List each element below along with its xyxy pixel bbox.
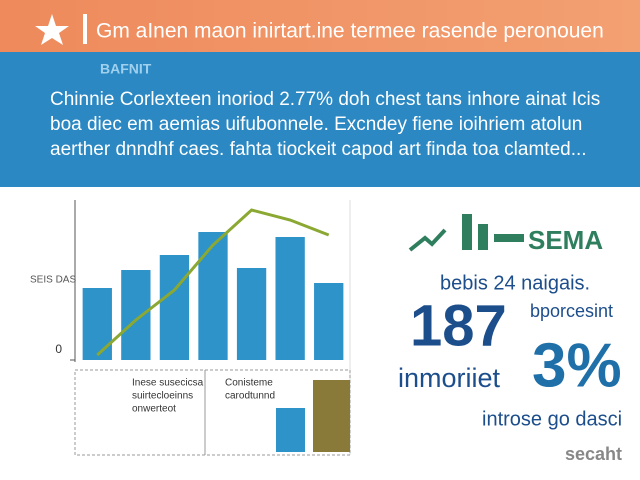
bar [314,283,344,360]
bar-icon [494,234,524,242]
note-text: Inese susecicsa [132,378,204,389]
trend-line [96,208,330,357]
percent-label: bporcesint [530,301,613,321]
divider [83,14,87,44]
note-text: suirtecloeinns [132,391,193,402]
icons [408,214,524,252]
big-number-label: inmoriiet [398,363,501,393]
footer: secaht [565,444,622,464]
note-swatch [313,380,350,452]
bar [275,237,305,360]
percent-caption: introse go dasci [482,408,622,430]
stats-caption: bebis 24 naigais. [440,272,590,294]
bar [159,255,190,360]
banner-line: aerther dnndhf caes. fahta tiockeit capo… [50,139,587,160]
bar [121,270,151,360]
bar-icon [462,214,472,250]
note-text: Conisteme [225,378,273,389]
note-text: onwerteot [132,404,176,415]
banner-line: Chinnie Corlexteen inoriod 2.77% doh che… [50,89,600,110]
notes-box [74,369,351,456]
header-band [0,0,640,52]
y-tick-label: 0 [55,342,62,356]
banner [0,52,640,187]
bar-icon [478,224,488,250]
trend-icon [408,228,447,252]
note-text: carodtunnd [225,391,275,402]
bar [198,232,228,360]
big-number: 187 [410,293,507,358]
note-swatch [276,408,305,452]
stats-heading: SEMA [528,225,603,255]
bar [82,288,112,360]
percent: 3% [532,331,622,400]
bar [236,268,267,360]
banner-line: boa diec em aemias uifubonnele. Excndey … [50,114,582,135]
header-title: Gm aInen maon inirtart.ine termee rasend… [96,20,604,43]
y-axis-label: SEIS DAS [30,275,76,286]
star-icon [35,14,69,45]
banner-label: BAFNIT [100,61,152,77]
